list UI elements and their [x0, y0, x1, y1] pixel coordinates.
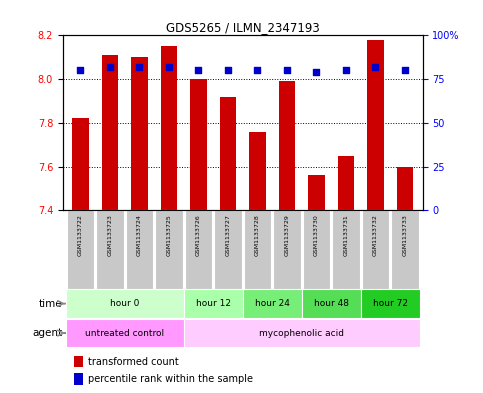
Text: time: time — [39, 299, 62, 309]
Bar — [73, 356, 83, 367]
Point — [136, 64, 143, 70]
Bar — [391, 210, 419, 289]
Bar — [73, 373, 83, 385]
Text: GSM1133723: GSM1133723 — [108, 214, 113, 256]
Bar — [66, 289, 184, 318]
Point — [313, 69, 320, 75]
Text: GSM1133730: GSM1133730 — [314, 214, 319, 256]
Text: GSM1133731: GSM1133731 — [343, 214, 348, 256]
Bar — [302, 289, 361, 318]
Text: GSM1133729: GSM1133729 — [284, 214, 289, 256]
Text: percentile rank within the sample: percentile rank within the sample — [88, 374, 253, 384]
Text: hour 48: hour 48 — [313, 299, 349, 308]
Bar — [362, 210, 389, 289]
Bar — [190, 79, 207, 210]
Bar — [184, 319, 420, 347]
Bar — [214, 210, 242, 289]
Point — [77, 67, 85, 73]
Bar — [72, 118, 88, 210]
Text: mycophenolic acid: mycophenolic acid — [259, 329, 344, 338]
Text: untreated control: untreated control — [85, 329, 164, 338]
Text: GSM1133732: GSM1133732 — [373, 214, 378, 256]
Point — [106, 64, 114, 70]
Text: agent: agent — [32, 328, 62, 338]
Text: GSM1133728: GSM1133728 — [255, 214, 260, 256]
Bar — [184, 289, 243, 318]
Bar — [66, 319, 184, 347]
Text: hour 24: hour 24 — [255, 299, 290, 308]
Text: GSM1133726: GSM1133726 — [196, 214, 201, 256]
Bar — [96, 210, 124, 289]
Bar — [249, 132, 266, 210]
Text: GSM1133724: GSM1133724 — [137, 214, 142, 256]
Bar — [279, 81, 295, 210]
Bar — [131, 57, 148, 210]
Point — [165, 64, 173, 70]
Bar — [161, 46, 177, 210]
Title: GDS5265 / ILMN_2347193: GDS5265 / ILMN_2347193 — [166, 21, 320, 34]
Bar — [126, 210, 153, 289]
Text: GSM1133722: GSM1133722 — [78, 214, 83, 256]
Point — [195, 67, 202, 73]
Bar — [242, 289, 302, 318]
Text: hour 72: hour 72 — [373, 299, 408, 308]
Bar — [308, 175, 325, 210]
Text: hour 12: hour 12 — [196, 299, 231, 308]
Bar — [368, 40, 384, 210]
Text: GSM1133725: GSM1133725 — [167, 214, 171, 256]
Bar — [67, 210, 94, 289]
Bar — [332, 210, 360, 289]
Bar — [361, 289, 420, 318]
Bar — [302, 210, 330, 289]
Bar — [155, 210, 183, 289]
Bar — [185, 210, 213, 289]
Text: GSM1133727: GSM1133727 — [226, 214, 230, 256]
Bar — [220, 97, 236, 210]
Point — [401, 67, 409, 73]
Point — [342, 67, 350, 73]
Bar — [102, 55, 118, 210]
Point — [371, 64, 379, 70]
Text: hour 0: hour 0 — [110, 299, 140, 308]
Text: transformed count: transformed count — [88, 356, 179, 367]
Point — [283, 67, 291, 73]
Bar — [338, 156, 354, 210]
Text: GSM1133733: GSM1133733 — [402, 214, 408, 256]
Bar — [397, 167, 413, 210]
Bar — [273, 210, 301, 289]
Point — [254, 67, 261, 73]
Bar — [243, 210, 271, 289]
Point — [224, 67, 232, 73]
